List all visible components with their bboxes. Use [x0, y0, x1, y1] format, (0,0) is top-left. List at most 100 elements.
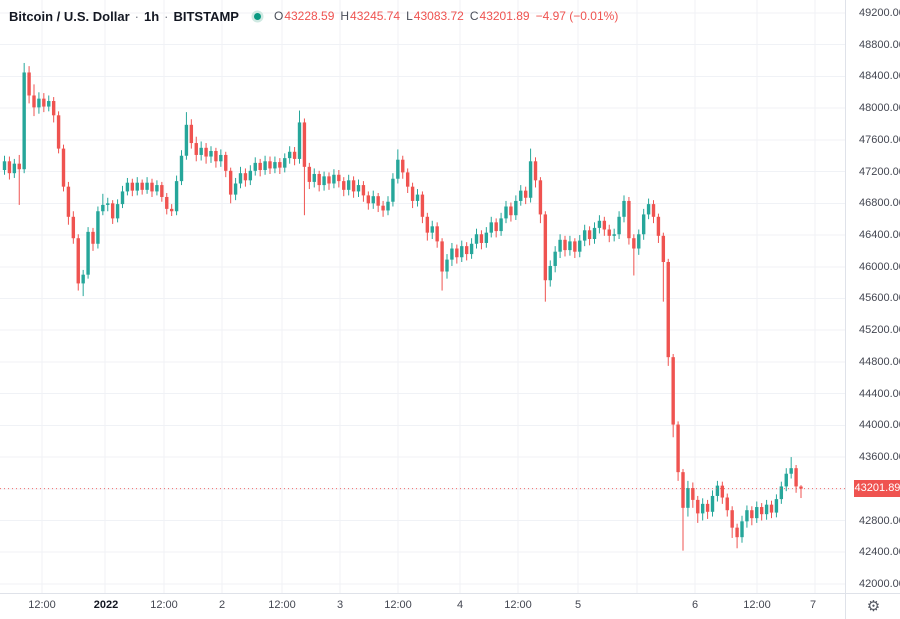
- candle[interactable]: [120, 185, 125, 209]
- candle[interactable]: [292, 147, 297, 166]
- candle[interactable]: [66, 181, 71, 225]
- candle[interactable]: [425, 212, 430, 241]
- candle[interactable]: [47, 95, 51, 112]
- candle[interactable]: [130, 178, 135, 197]
- candle[interactable]: [12, 158, 17, 178]
- candle[interactable]: [440, 238, 444, 291]
- candle[interactable]: [302, 118, 307, 216]
- candle[interactable]: [243, 168, 248, 187]
- candle[interactable]: [700, 498, 705, 521]
- time-axis[interactable]: 12:00 2022 12:00 2 12:00 3 12:00 4 12:00 5 6 12:00 7: [0, 593, 845, 619]
- candle[interactable]: [691, 482, 695, 508]
- candle[interactable]: [784, 468, 788, 492]
- candle[interactable]: [71, 211, 76, 244]
- candle[interactable]: [651, 200, 656, 224]
- candle[interactable]: [209, 146, 213, 163]
- exchange-label[interactable]: BITSTAMP: [173, 8, 239, 24]
- candle[interactable]: [174, 175, 179, 216]
- candle[interactable]: [671, 353, 675, 438]
- candle[interactable]: [759, 503, 764, 521]
- candle[interactable]: [273, 156, 277, 174]
- candle[interactable]: [76, 234, 80, 291]
- candle[interactable]: [607, 224, 611, 243]
- candle[interactable]: [617, 211, 621, 240]
- candle[interactable]: [769, 500, 774, 519]
- candle[interactable]: [96, 206, 100, 249]
- candle[interactable]: [548, 260, 552, 287]
- candle[interactable]: [474, 228, 479, 249]
- candle[interactable]: [61, 144, 66, 192]
- candle[interactable]: [750, 506, 754, 526]
- candle[interactable]: [646, 198, 651, 220]
- candlestick-chart[interactable]: [0, 0, 845, 593]
- market-status-dot[interactable]: [253, 12, 261, 20]
- candle[interactable]: [430, 220, 434, 240]
- candle[interactable]: [681, 468, 685, 551]
- candle[interactable]: [514, 195, 518, 220]
- candle[interactable]: [666, 258, 670, 366]
- candle[interactable]: [312, 168, 316, 188]
- candle[interactable]: [730, 506, 734, 538]
- candle[interactable]: [553, 246, 557, 273]
- candle[interactable]: [568, 235, 572, 256]
- candle[interactable]: [140, 179, 144, 195]
- candle[interactable]: [582, 224, 587, 247]
- candle[interactable]: [745, 505, 749, 528]
- candle[interactable]: [56, 111, 61, 154]
- candle[interactable]: [494, 218, 498, 238]
- candle[interactable]: [499, 212, 503, 236]
- candle[interactable]: [396, 149, 400, 184]
- candle[interactable]: [484, 227, 489, 248]
- candle[interactable]: [391, 173, 395, 207]
- candle[interactable]: [224, 151, 228, 178]
- gear-icon[interactable]: ⚙: [866, 598, 881, 615]
- candle[interactable]: [774, 494, 779, 518]
- candle[interactable]: [538, 177, 543, 224]
- candle[interactable]: [401, 155, 405, 179]
- candle[interactable]: [661, 232, 666, 302]
- candle[interactable]: [715, 480, 720, 502]
- candle[interactable]: [342, 177, 346, 197]
- candle[interactable]: [445, 254, 449, 279]
- candle[interactable]: [356, 179, 361, 197]
- candle[interactable]: [710, 490, 715, 517]
- candle[interactable]: [578, 235, 582, 258]
- candle[interactable]: [332, 169, 336, 189]
- candle[interactable]: [327, 172, 331, 190]
- candle[interactable]: [194, 136, 198, 162]
- candle[interactable]: [51, 97, 56, 123]
- candle[interactable]: [233, 177, 238, 201]
- candle[interactable]: [135, 177, 139, 196]
- candle[interactable]: [337, 170, 341, 188]
- candle[interactable]: [160, 181, 164, 202]
- candle[interactable]: [533, 157, 538, 188]
- candle[interactable]: [755, 501, 759, 523]
- candle[interactable]: [366, 191, 371, 210]
- candle[interactable]: [563, 235, 567, 257]
- candle[interactable]: [410, 182, 415, 209]
- candle[interactable]: [42, 93, 46, 113]
- candle[interactable]: [381, 200, 385, 217]
- candle[interactable]: [351, 176, 356, 198]
- candle[interactable]: [519, 185, 523, 206]
- candle[interactable]: [27, 66, 31, 104]
- candle[interactable]: [307, 162, 312, 190]
- candle[interactable]: [573, 238, 577, 259]
- candle[interactable]: [420, 191, 425, 224]
- candle[interactable]: [125, 177, 130, 196]
- candle[interactable]: [219, 149, 223, 167]
- candle[interactable]: [248, 165, 253, 186]
- candle[interactable]: [297, 110, 302, 164]
- candle[interactable]: [361, 181, 366, 202]
- candle[interactable]: [7, 156, 12, 180]
- candle[interactable]: [253, 157, 257, 176]
- candle[interactable]: [720, 481, 725, 504]
- candle[interactable]: [460, 240, 464, 263]
- candle[interactable]: [656, 213, 661, 243]
- candle[interactable]: [150, 178, 154, 197]
- candle[interactable]: [17, 154, 21, 205]
- candle[interactable]: [283, 153, 287, 173]
- candle[interactable]: [592, 222, 597, 244]
- candle[interactable]: [789, 457, 793, 479]
- candle[interactable]: [469, 238, 474, 259]
